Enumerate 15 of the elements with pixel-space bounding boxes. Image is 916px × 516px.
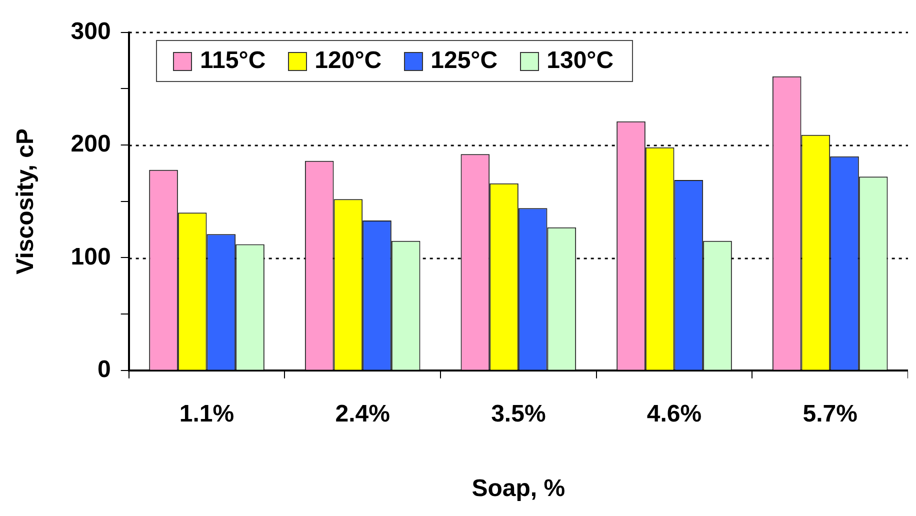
x-tick-label: 4.6% <box>646 400 702 428</box>
x-axis-title: Soap, % <box>472 475 566 502</box>
x-tick-label: 5.7% <box>802 400 858 428</box>
x-tick-label: 1.1% <box>179 400 234 428</box>
x-tick-label: 2.4% <box>335 400 390 428</box>
legend-label: 130°C <box>546 47 614 75</box>
y-tick-label: 200 <box>70 130 111 158</box>
x-tick-label: 3.5% <box>491 400 546 428</box>
y-axis-title: Viscosity, cP <box>12 128 40 274</box>
y-tick-label: 0 <box>97 356 111 384</box>
legend-label: 125°C <box>430 47 498 75</box>
legend-label: 120°C <box>314 47 382 75</box>
legend-label: 115°C <box>200 47 266 75</box>
y-tick-label: 300 <box>70 18 111 46</box>
y-tick-label: 100 <box>70 243 111 270</box>
